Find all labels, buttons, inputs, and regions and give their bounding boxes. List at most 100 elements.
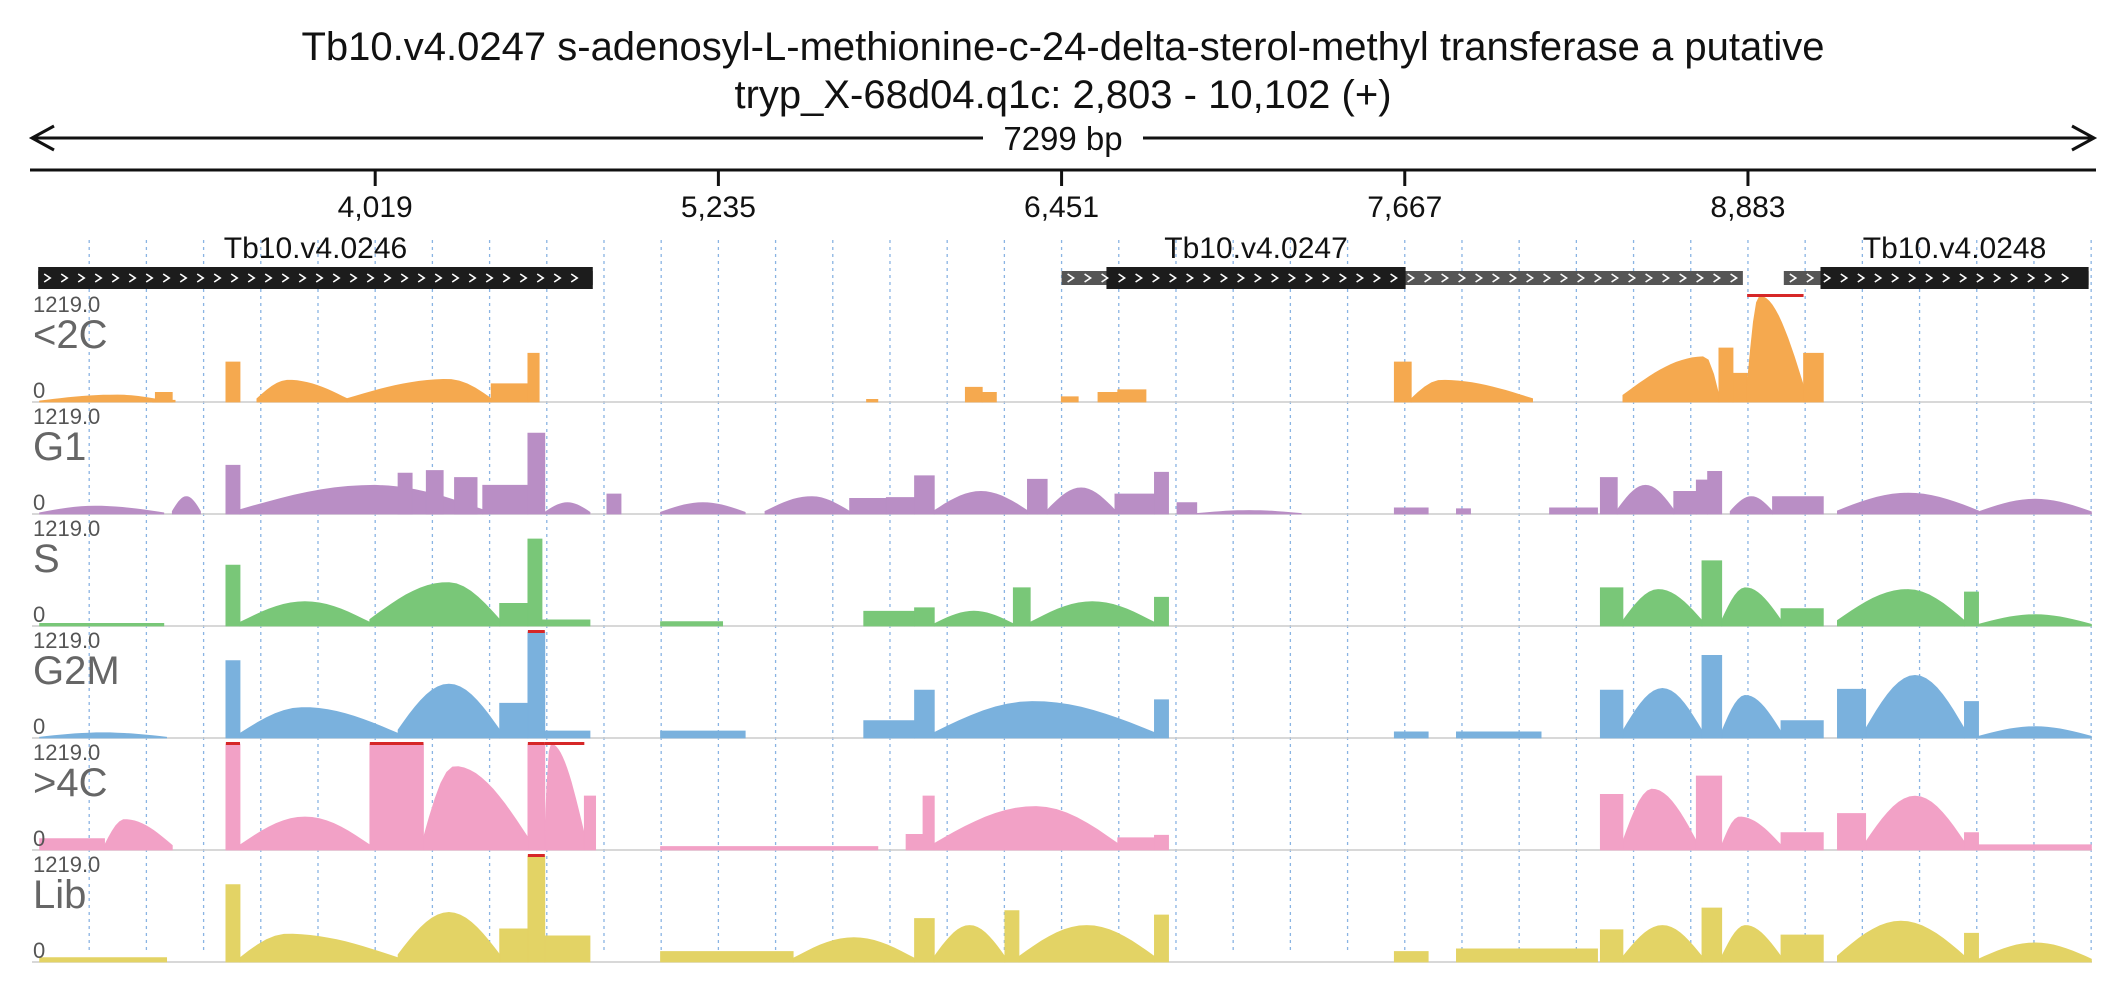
coverage-area: [1721, 925, 1782, 963]
coverage-area: [885, 497, 915, 515]
coverage-area: [482, 484, 529, 515]
gene-cds: [1106, 267, 1406, 289]
coverage-area: [1780, 934, 1824, 963]
coverage-area: [1721, 694, 1782, 739]
coverage-area: [1114, 493, 1155, 515]
coverage-area: [1622, 687, 1703, 739]
track-G1: 1219.0 0 G1: [32, 404, 2092, 515]
gene-strand-arrows: [43, 273, 579, 283]
span-ruler-left-arrow: [28, 124, 55, 152]
coverage-area: [922, 795, 935, 851]
coverage-area: [39, 957, 168, 963]
coverage-area: [1978, 844, 2092, 851]
span-label-background: [983, 118, 1143, 160]
coverage-area: [1393, 361, 1412, 403]
track-min-label: 0: [33, 714, 45, 739]
span-ruler-right-arrow: [2071, 124, 2098, 152]
track-name: G2M: [33, 649, 120, 693]
coverage-area: [1029, 601, 1155, 627]
coverage-area: [863, 720, 915, 739]
clipped-marker: [369, 742, 424, 745]
coverage-area: [1746, 295, 1804, 403]
coverage-area: [1732, 372, 1748, 403]
coverage-area: [1154, 596, 1169, 627]
coverage-area: [397, 683, 501, 739]
coverage-area: [1803, 352, 1824, 403]
coverage-area: [1456, 948, 1598, 963]
coverage-area: [1097, 392, 1119, 403]
coverage-area: [1978, 614, 2092, 627]
clipped-marker: [225, 742, 241, 745]
gene-label: Tb10.v4.0247: [1164, 232, 1347, 265]
coverage-area: [1154, 471, 1169, 515]
axis-tick-label: 4,019: [338, 191, 413, 224]
track-name: S: [33, 537, 60, 581]
coverage-area: [225, 464, 241, 515]
gene-track: Tb10.v4.0246 Tb10.v4.0247 Tb10.v4.0248: [38, 232, 2089, 289]
clipped-marker: [527, 854, 545, 857]
coverage-area: [1410, 379, 1533, 403]
coverage-area: [239, 484, 484, 515]
gene-cds: [38, 267, 593, 289]
coverage-area: [1865, 795, 1965, 851]
coverage-area: [1456, 508, 1471, 515]
coverage-area: [933, 610, 1014, 627]
coverage-area: [1196, 510, 1302, 515]
coverage-area: [397, 911, 501, 963]
coverage-area: [225, 884, 241, 963]
coverage-area: [1780, 720, 1824, 739]
coverage-area: [1978, 498, 2092, 515]
coverage-area: [1154, 699, 1169, 739]
coverage-area: [239, 707, 399, 739]
clipped-marker: [1747, 294, 1804, 297]
coverage-area: [1622, 788, 1697, 851]
track-name: <2C: [33, 313, 108, 357]
coverage-area: [239, 601, 371, 627]
clipped-marker: [527, 630, 545, 633]
coverage-area: [369, 743, 424, 851]
coverage-area: [914, 689, 935, 739]
gene-strand-arrows: [1067, 273, 1739, 283]
coverage-area: [544, 935, 591, 963]
coverage-area: [1964, 932, 1979, 963]
axis-tick-label: 6,451: [1024, 191, 1099, 224]
coverage-area: [1772, 496, 1824, 515]
coverage-area: [914, 607, 935, 627]
coordinate-axis: 4,019 5,235 6,451 7,667 8,883: [30, 168, 2096, 224]
axis-tick-label: 5,235: [681, 191, 756, 224]
coverage-area: [1176, 502, 1198, 515]
coverage-area: [1695, 479, 1709, 515]
coverage-area: [866, 398, 879, 403]
coverage-area: [527, 432, 546, 515]
coverage-area: [905, 833, 924, 851]
coverage-area: [425, 470, 444, 515]
clipped-marker: [544, 742, 585, 745]
coverage-area: [1964, 701, 1979, 739]
coverage-area: [1780, 608, 1824, 627]
coverage-area: [1701, 560, 1723, 627]
coverage-area: [1599, 793, 1624, 851]
coverage-area: [1154, 834, 1169, 851]
coverage-area: [914, 475, 935, 515]
coverage-area: [933, 925, 1006, 963]
coverage-area: [544, 743, 585, 851]
coverage-area: [1978, 942, 2092, 963]
track-max-label: 1219.0: [33, 404, 100, 429]
coverage-area: [981, 392, 997, 403]
coverage-area: [1718, 347, 1734, 403]
coverage-area: [1018, 925, 1155, 963]
coverage-area: [1012, 587, 1031, 627]
coverage-area: [1549, 507, 1598, 515]
track-name: Lib: [33, 873, 86, 917]
coverage-area: [1964, 832, 1979, 851]
track-max-label: 1219.0: [33, 628, 100, 653]
track-max-label: 1219.0: [33, 516, 100, 541]
coverage-area: [1060, 396, 1079, 403]
coverage-area: [660, 502, 746, 515]
coverage-area: [1599, 477, 1618, 515]
coverage-area: [39, 505, 165, 515]
track-min-label: 0: [33, 490, 45, 515]
coverage-area: [1117, 837, 1155, 851]
track-min-label: 0: [33, 602, 45, 627]
axis-tick-label: 8,883: [1710, 191, 1785, 224]
